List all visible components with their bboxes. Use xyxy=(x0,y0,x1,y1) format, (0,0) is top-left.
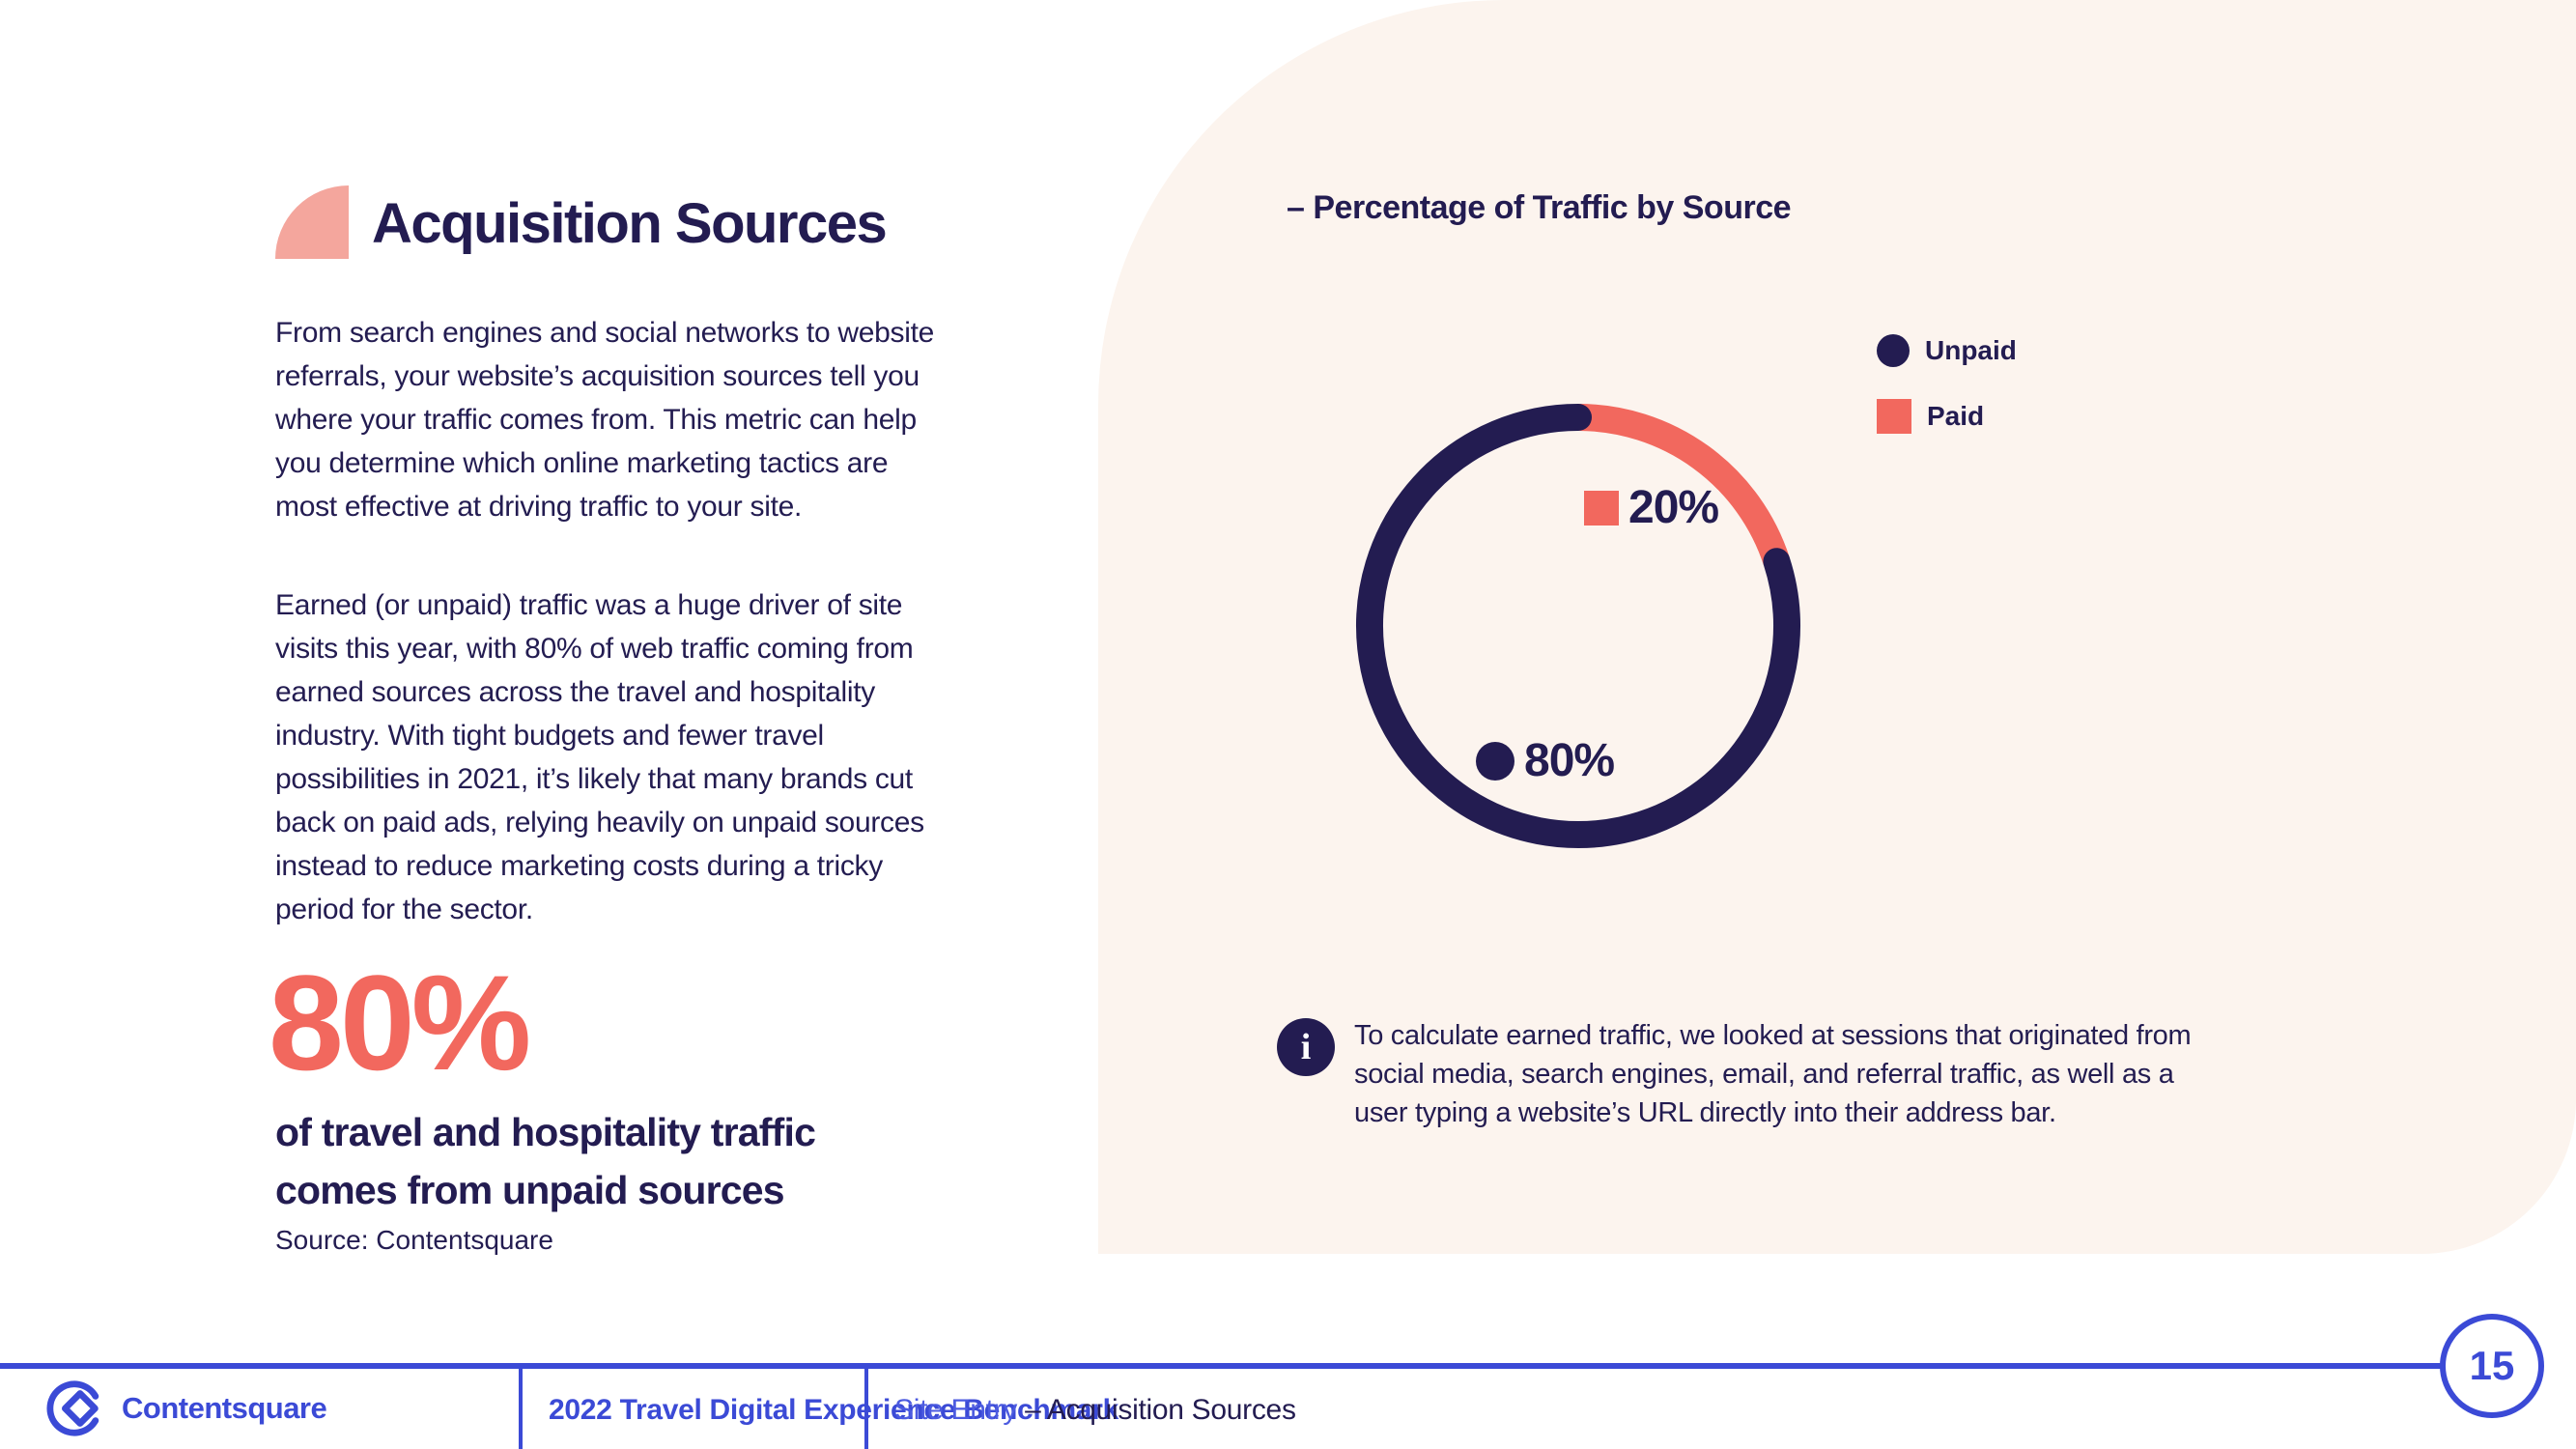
chart-legend: Unpaid Paid xyxy=(1877,332,2017,464)
chart-panel-background xyxy=(1098,0,2576,1254)
donut-chart xyxy=(1356,404,1800,848)
paid-segment-label: 20% xyxy=(1584,481,1719,534)
footer-report-title: 2022 Travel Digital Experience Benchmark xyxy=(549,1394,1118,1426)
unpaid-segment-value: 80% xyxy=(1524,735,1615,786)
paid-segment-value: 20% xyxy=(1628,482,1719,533)
paid-segment-marker-icon xyxy=(1584,490,1619,526)
contentsquare-logo: Contentsquare xyxy=(46,1378,327,1438)
info-icon-glyph: i xyxy=(1300,1027,1312,1067)
page-number-badge: 15 xyxy=(2440,1314,2544,1418)
footer-subsection-name: – Acquisition Sources xyxy=(1025,1394,1296,1426)
contentsquare-logo-icon xyxy=(46,1380,99,1436)
footer-rule xyxy=(0,1363,2492,1369)
legend-item-unpaid: Unpaid xyxy=(1877,332,2017,369)
stat-caption-line-2: comes from unpaid sources xyxy=(275,1168,785,1212)
info-icon: i xyxy=(1277,1018,1335,1076)
stat-value: 80% xyxy=(269,947,531,1098)
brand-wordmark: Contentsquare xyxy=(122,1391,327,1425)
intro-paragraph: From search engines and social networks … xyxy=(275,317,935,523)
page-title: Acquisition Sources xyxy=(372,192,888,255)
page-number: 15 xyxy=(2469,1343,2515,1388)
legend-item-paid: Paid xyxy=(1877,398,2017,435)
insight-paragraph: Earned (or unpaid) traffic was a huge dr… xyxy=(275,589,924,925)
methodology-note: To calculate earned traffic, we looked a… xyxy=(1354,1020,2192,1128)
source-attribution: Source: Contentsquare xyxy=(275,1225,553,1255)
legend-label-paid: Paid xyxy=(1927,401,1985,431)
legend-label-unpaid: Unpaid xyxy=(1925,335,2017,365)
stat-caption: of travel and hospitality traffic comes … xyxy=(275,1103,816,1219)
chart-title: – Percentage of Traffic by Source xyxy=(1287,189,1792,226)
quarter-circle-decoration xyxy=(275,185,349,259)
unpaid-segment-marker-icon xyxy=(1476,741,1514,781)
stat-caption-line-1: of travel and hospitality traffic xyxy=(275,1110,816,1154)
unpaid-segment-label: 80% xyxy=(1476,734,1615,787)
footer-divider xyxy=(519,1369,523,1449)
unpaid-legend-marker-icon xyxy=(1877,334,1910,367)
footer-section-name: Site Entry xyxy=(894,1394,1018,1426)
paid-legend-marker-icon xyxy=(1877,399,1911,434)
footer-divider xyxy=(864,1369,868,1449)
footer-breadcrumb: Site Entry – Acquisition Sources xyxy=(894,1394,1296,1427)
